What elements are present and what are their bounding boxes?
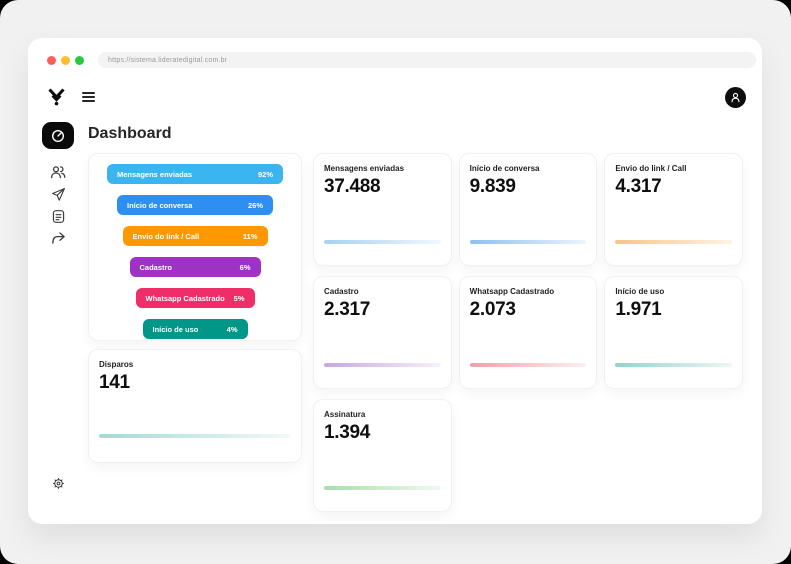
sidebar-item-send[interactable] [51,183,66,205]
minimize-window-button[interactable] [61,55,70,65]
stat-card: Mensagens enviadas 37.488 [313,153,452,266]
funnel-chart-card: Mensagens enviadas 92% Início de conversa 2… [88,153,302,341]
funnel-bar: Mensagens enviadas 92% [107,164,283,184]
stat-value: 2.317 [324,299,371,320]
dashboard-columns: Mensagens enviadas 92% Início de conversa 2… [88,153,743,524]
funnel-bar-percent: 11% [242,231,258,241]
sidebar-item-users[interactable] [50,161,66,183]
sidebar-item-settings[interactable] [52,472,65,494]
stat-label: Assinatura [324,410,366,419]
page-title: Dashboard [88,125,172,142]
sidebar-item-share[interactable] [51,227,66,249]
user-avatar-button[interactable] [725,86,746,108]
stat-label: Mensagens enviadas [324,164,405,173]
funnel-bar-percent: 5% [233,293,245,303]
funnel-bar: Whatsapp Cadastrado 5% [135,288,255,308]
stat-trend-bar [615,239,732,244]
funnel-bar-percent: 4% [226,324,238,334]
users-icon [50,166,66,179]
stat-trend-bar [469,362,587,367]
paper-plane-icon [51,187,65,201]
stat-value: 141 [99,372,130,393]
stat-card: Cadastro 2.317 [313,276,452,389]
stat-label: Cadastro [324,287,359,296]
main-content: Dashboard Mensagens enviadas 92% Início de… [88,116,762,524]
funnel-bar-percent: 6% [239,262,251,272]
user-icon [731,92,740,102]
gear-icon [52,477,64,489]
stat-value: 9.839 [469,176,516,197]
funnel-bar: Cadastro 6% [129,257,261,277]
stat-value: 1.971 [615,299,662,320]
app-header [28,74,762,116]
sidebar-item-reports[interactable] [51,205,66,227]
stat-trend-bar [324,239,441,244]
stat-card: Início de uso 1.971 [604,276,743,389]
stat-value: 2.073 [469,299,516,320]
funnel-bar: Início de uso 4% [142,319,248,339]
sidebar [28,116,88,524]
browser-window: https://sistema.lideratedigital.com.br [28,38,762,524]
stat-label: Início de uso [615,287,665,296]
document-icon [52,209,64,223]
app-body: Dashboard Mensagens enviadas 92% Início de… [28,116,762,524]
stat-trend-bar [99,433,291,438]
funnel-bar-label: Início de conversa [127,200,193,210]
stat-value: 4.317 [615,176,662,197]
brand-logo-icon [48,87,65,107]
stat-trend-bar [615,362,732,367]
funnel-bar-label: Mensagens enviadas [117,169,193,179]
zoom-window-button[interactable] [75,55,84,65]
funnel-bar-label: Envio do link / Call [132,231,200,241]
stat-value: 1.394 [324,422,371,443]
funnel-bar-label: Whatsapp Cadastrado [145,293,225,303]
stat-trend-bar [324,362,441,367]
stat-label: Disparos [99,360,134,369]
stat-card: Assinatura 1.394 [313,399,452,512]
stats-grid: Mensagens enviadas 37.488 Início de conver… [313,153,743,524]
left-column: Mensagens enviadas 92% Início de conversa 2… [88,153,302,524]
disparos-card: Disparos 141 [88,349,302,463]
close-window-button[interactable] [47,55,56,65]
funnel-bar-percent: 26% [247,200,263,210]
funnel-bar-label: Início de uso [152,324,199,334]
stat-card: Whatsapp Cadastrado 2.073 [458,276,598,389]
stat-label: Envio do link / Call [615,164,687,173]
share-arrow-icon [51,232,65,244]
stat-card: Início de conversa 9.839 [458,153,598,266]
stat-label: Início de conversa [469,164,540,173]
address-bar[interactable]: https://sistema.lideratedigital.com.br [98,52,756,68]
gauge-icon [51,129,65,142]
menu-toggle-button[interactable] [82,90,95,104]
funnel-bar: Início de conversa 26% [117,195,273,215]
funnel-bar: Envio do link / Call 11% [122,226,268,246]
browser-titlebar: https://sistema.lideratedigital.com.br [28,38,762,74]
stat-trend-bar [469,239,587,244]
stat-trend-bar [324,485,441,490]
stat-label: Whatsapp Cadastrado [469,287,555,296]
stat-value: 37.488 [324,176,381,197]
address-bar-url: https://sistema.lideratedigital.com.br [108,56,228,64]
funnel-bar-percent: 92% [257,169,273,179]
funnel-bar-label: Cadastro [139,262,173,272]
sidebar-item-dashboard[interactable] [42,122,74,149]
stat-card: Envio do link / Call 4.317 [604,153,743,266]
